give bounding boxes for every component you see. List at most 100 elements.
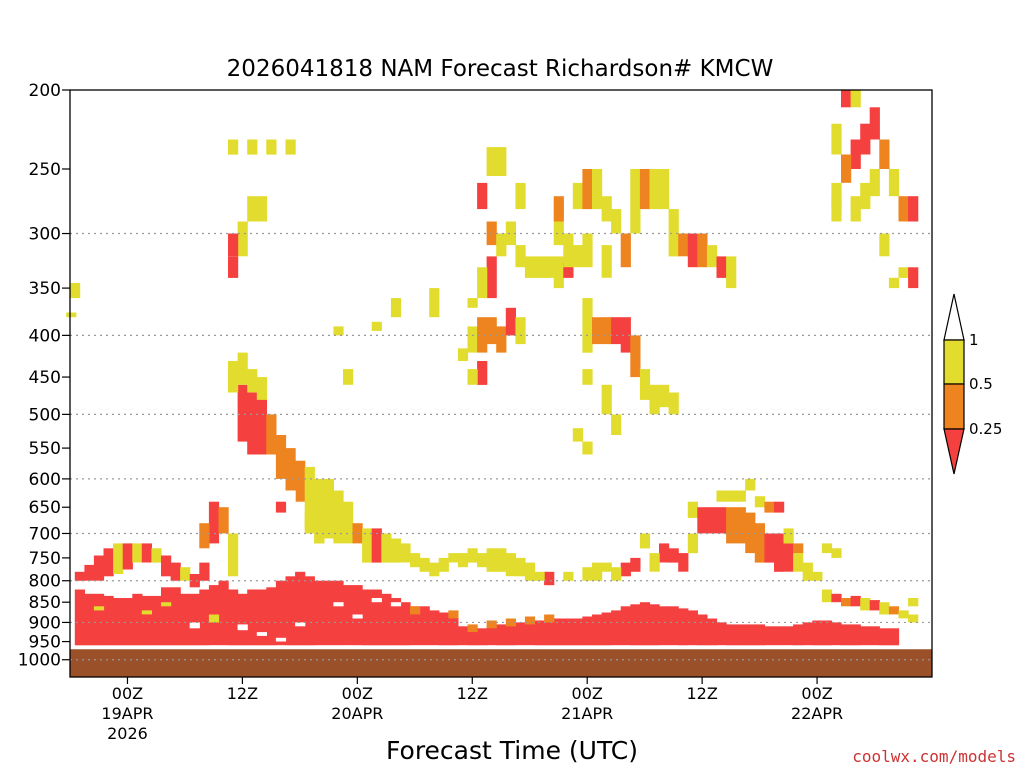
- heatmap-cell: [524, 616, 536, 625]
- heatmap-cell: [639, 169, 651, 210]
- heatmap-cell: [563, 571, 574, 581]
- heatmap-cell: [496, 548, 507, 572]
- heatmap-cell: [716, 507, 727, 534]
- heatmap-cell: [745, 512, 756, 554]
- heatmap-cell: [256, 377, 267, 400]
- heatmap-cell: [457, 553, 469, 568]
- heatmap-cell: [467, 548, 478, 563]
- heatmap-cell: [323, 478, 334, 539]
- heatmap-cell: [611, 209, 622, 234]
- heatmap-cell: [314, 528, 325, 544]
- y-tick-label: 950: [29, 633, 61, 653]
- heatmap-cell: [103, 595, 114, 646]
- heatmap-cell: [630, 169, 641, 234]
- heatmap-cell: [371, 598, 382, 603]
- x-tick-label: 00Z: [801, 684, 832, 703]
- heatmap-cell: [199, 589, 210, 646]
- heatmap-cell: [726, 507, 737, 544]
- heatmap-cell: [812, 571, 823, 581]
- heatmap-cell: [572, 245, 583, 268]
- heatmap-cell: [764, 501, 775, 513]
- heatmap-cell: [266, 414, 277, 455]
- heatmap-cell: [831, 548, 842, 558]
- heatmap-cell: [582, 369, 593, 385]
- heatmap-cell: [888, 606, 900, 615]
- heatmap-cell: [553, 256, 564, 289]
- heatmap-cell: [161, 602, 172, 607]
- x-tick-label: 12Z: [227, 684, 258, 703]
- heatmap-cell: [620, 317, 631, 353]
- heatmap-cell: [496, 233, 507, 257]
- heatmap-cell: [256, 196, 267, 222]
- heatmap-cell: [850, 139, 861, 169]
- heatmap-cell: [295, 571, 306, 646]
- heatmap-cell: [563, 618, 574, 646]
- heatmap-cell: [726, 624, 737, 646]
- heatmap-cell: [869, 107, 880, 140]
- plot-frame: [69, 89, 933, 678]
- heatmap-cell: [783, 543, 794, 572]
- heatmap-cell: [256, 478, 267, 491]
- heatmap-cell: [486, 620, 497, 629]
- heatmap-cell: [390, 298, 402, 318]
- heatmap-cell: [620, 606, 631, 646]
- heatmap-cell: [515, 622, 526, 646]
- heatmap-cell: [505, 618, 516, 627]
- y-tick-label: 750: [29, 549, 61, 569]
- heatmap-cell: [247, 589, 258, 646]
- heatmap-cell: [649, 384, 660, 415]
- heatmap-cell: [132, 543, 143, 563]
- heatmap-cell: [764, 533, 775, 563]
- heatmap-cell: [161, 587, 172, 646]
- heatmap-cell: [850, 90, 861, 108]
- heatmap-cell: [285, 448, 296, 491]
- heatmap-cell: [505, 553, 516, 577]
- heatmap-cell: [333, 326, 344, 336]
- heatmap-cell: [572, 428, 583, 442]
- heatmap-cell: [745, 624, 756, 646]
- heatmap-cell: [841, 598, 852, 607]
- heatmap-cell: [333, 580, 344, 646]
- heatmap-cell: [66, 312, 77, 318]
- heatmap-cell: [716, 622, 727, 646]
- x-tick-label: 21APR: [561, 704, 613, 723]
- heatmap-cell: [515, 182, 526, 210]
- heatmap-cell: [774, 626, 785, 646]
- heatmap-cell: [237, 466, 248, 479]
- heatmap-cell: [333, 490, 344, 544]
- y-tick-label: 1000: [18, 651, 61, 671]
- heatmap-cell: [477, 361, 488, 385]
- heatmap-cell: [228, 139, 239, 155]
- heatmap-cell: [592, 317, 603, 345]
- heatmap-cell: [275, 580, 287, 646]
- heatmap-cell: [362, 589, 373, 646]
- heatmap-cell: [477, 628, 488, 646]
- heatmap-cell: [687, 533, 698, 554]
- heatmap-cell: [850, 624, 861, 646]
- heatmap-cell: [256, 632, 267, 636]
- heatmap-cell: [860, 598, 871, 611]
- heatmap-cell: [256, 589, 267, 646]
- heatmap-cell: [908, 267, 919, 289]
- heatmap-cell: [802, 562, 813, 581]
- heatmap-cell: [649, 553, 660, 572]
- heatmap-cell: [505, 307, 516, 336]
- credit-text[interactable]: coolwx.com/models: [852, 747, 1016, 766]
- ground-layer: [70, 648, 932, 677]
- heatmap-cell: [860, 182, 871, 210]
- heatmap-cell: [314, 478, 325, 544]
- heatmap-cell: [151, 595, 162, 646]
- heatmap-cell: [457, 348, 469, 361]
- y-tick-label: 650: [29, 498, 61, 518]
- heatmap-cell: [477, 317, 488, 353]
- heatmap-cell: [697, 614, 708, 646]
- heatmap-cell: [486, 147, 497, 176]
- heatmap-cell: [582, 233, 593, 268]
- x-tick-label: 00Z: [342, 684, 373, 703]
- heatmap-cell: [362, 528, 373, 563]
- heatmap-cell: [247, 196, 258, 222]
- heatmap-cell: [496, 624, 507, 646]
- heatmap-cell: [275, 435, 287, 479]
- heatmap-cell: [659, 384, 670, 408]
- y-tick-label: 500: [29, 405, 61, 425]
